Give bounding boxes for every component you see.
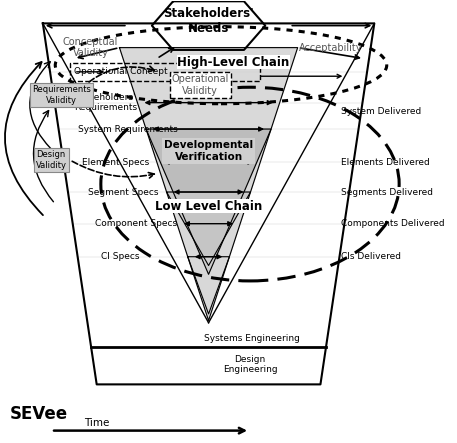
Text: Time: Time — [84, 418, 110, 428]
Text: Design
Engineering: Design Engineering — [223, 355, 277, 374]
Text: Systems Engineering: Systems Engineering — [204, 334, 300, 342]
Text: Segments Delivered: Segments Delivered — [341, 187, 433, 197]
Text: Developmental
Verification: Developmental Verification — [164, 140, 253, 162]
Text: Design
Validity: Design Validity — [36, 150, 67, 170]
Text: System Delivered: System Delivered — [341, 107, 421, 116]
Text: Components Delivered: Components Delivered — [341, 219, 445, 228]
Text: Operational Concept: Operational Concept — [74, 67, 168, 76]
Text: Acceptability: Acceptability — [299, 43, 362, 53]
Text: Requirements
Validity: Requirements Validity — [32, 85, 91, 105]
Text: Low Level Chain: Low Level Chain — [155, 200, 262, 213]
Text: Element Specs: Element Specs — [82, 158, 149, 167]
Polygon shape — [146, 129, 271, 274]
Text: High-Level Chain: High-Level Chain — [177, 56, 290, 69]
Polygon shape — [167, 192, 250, 265]
Text: Segment Specs: Segment Specs — [88, 187, 159, 197]
Text: Operational
Validity: Operational Validity — [171, 74, 229, 96]
Polygon shape — [119, 47, 298, 321]
Text: System Requirements: System Requirements — [78, 124, 178, 133]
Text: SEVee: SEVee — [10, 405, 68, 424]
Text: Elements Delivered: Elements Delivered — [341, 158, 430, 167]
Text: CI Specs: CI Specs — [101, 252, 139, 261]
Text: Stakeholders'
Needs: Stakeholders' Needs — [163, 7, 254, 35]
Text: CIs Delivered: CIs Delivered — [341, 252, 401, 261]
Text: Stakeholders'
Requirements: Stakeholders' Requirements — [74, 93, 137, 113]
Polygon shape — [188, 256, 229, 314]
Text: Component Specs: Component Specs — [95, 219, 177, 228]
Text: Conceptual
Validity: Conceptual Validity — [63, 37, 118, 58]
